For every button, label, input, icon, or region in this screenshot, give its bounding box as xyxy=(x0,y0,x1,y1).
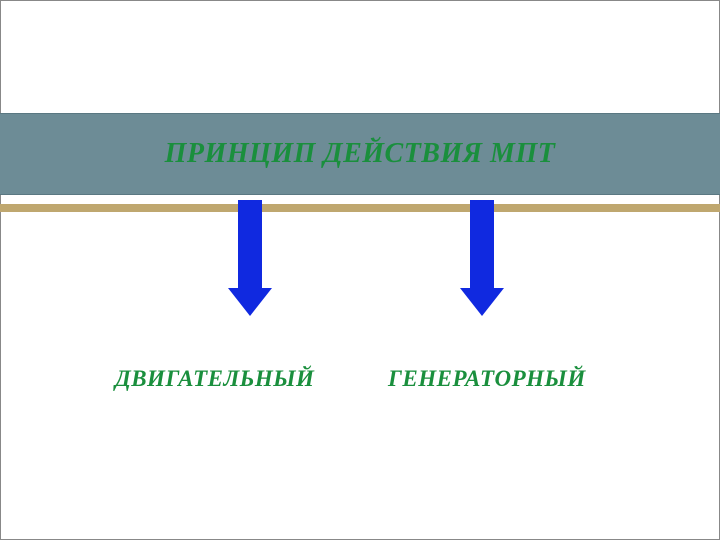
arrow-left-head xyxy=(228,288,272,316)
slide-frame xyxy=(0,0,720,540)
arrow-right-shaft xyxy=(470,200,494,288)
accent-underline xyxy=(0,204,720,212)
slide-title: ПРИНЦИП ДЕЙСТВИЯ МПТ xyxy=(165,138,556,170)
label-motor: ДВИГАТЕЛЬНЫЙ xyxy=(115,366,314,392)
arrow-right-head xyxy=(460,288,504,316)
label-generator: ГЕНЕРАТОРНЫЙ xyxy=(388,366,586,392)
title-band: ПРИНЦИП ДЕЙСТВИЯ МПТ xyxy=(0,113,720,195)
arrow-right xyxy=(460,200,504,316)
arrow-left-shaft xyxy=(238,200,262,288)
arrow-left xyxy=(228,200,272,316)
